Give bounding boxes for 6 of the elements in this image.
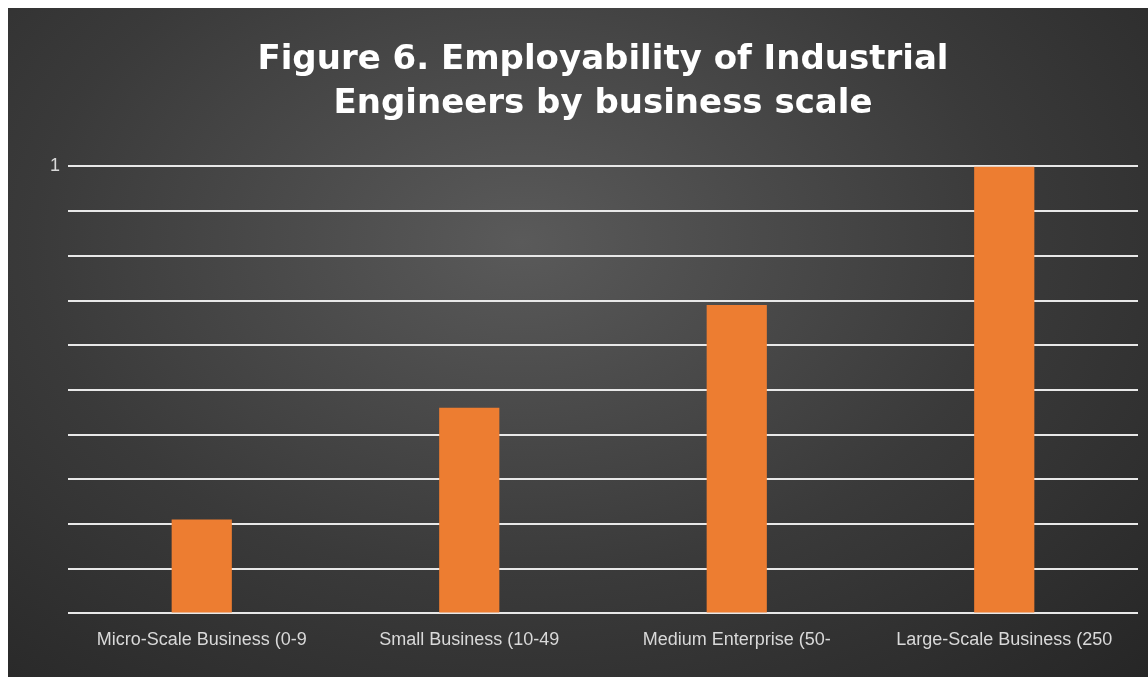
x-tick-label: Large-Scale Business (250: [896, 629, 1113, 650]
text: 1: [49, 155, 60, 176]
x-tick-label: Medium Enterprise (50-: [642, 629, 831, 650]
chart-title: Figure 6. Employability of Industrial Engineers by business scale: [257, 36, 949, 122]
x-tick-label: Micro-Scale Business (0-9: [96, 629, 307, 650]
x-tick-label: Small Business (10-49: [379, 629, 560, 650]
